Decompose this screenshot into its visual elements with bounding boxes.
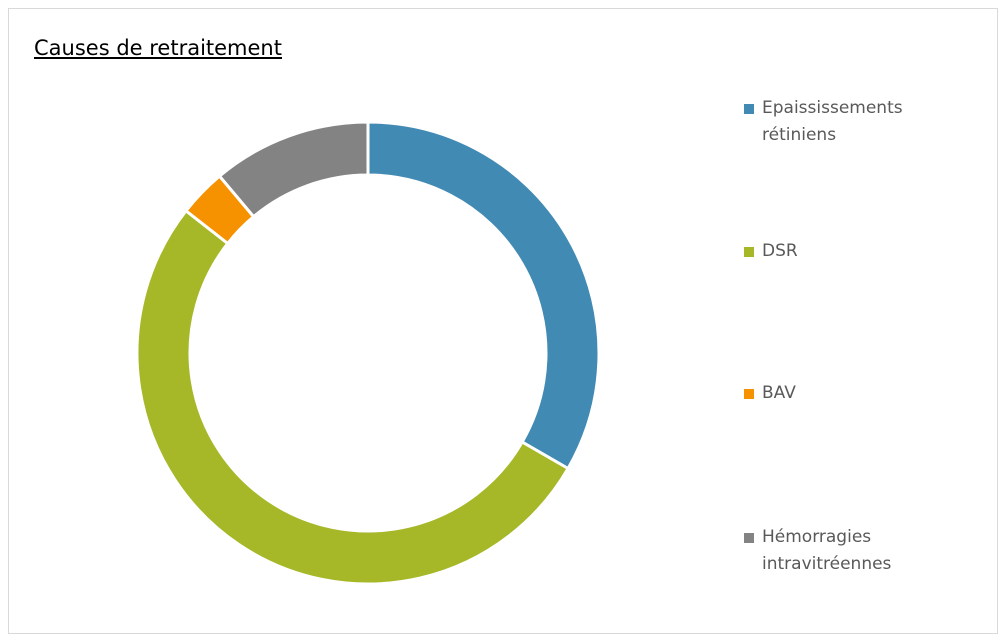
legend-label: Epaississements rétiniens <box>762 98 903 145</box>
donut-slice <box>135 208 571 586</box>
legend-swatch <box>744 247 754 257</box>
legend-label: BAV <box>762 383 796 403</box>
legend-item: Hémorragies intravitréennes <box>744 524 944 578</box>
legend-swatch <box>744 104 754 114</box>
donut-slice <box>366 120 601 471</box>
chart-title: Causes de retraitement <box>34 36 282 60</box>
legend-label: Hémorragies intravitréennes <box>762 527 892 574</box>
legend-item: Epaississements rétiniens <box>744 95 944 149</box>
legend-item: BAV <box>744 380 944 407</box>
legend-swatch <box>744 389 754 399</box>
donut-slice <box>217 120 370 219</box>
legend-item: DSR <box>744 238 944 265</box>
chart-frame <box>8 8 998 634</box>
legend-label: DSR <box>762 241 798 261</box>
legend-swatch <box>744 533 754 543</box>
